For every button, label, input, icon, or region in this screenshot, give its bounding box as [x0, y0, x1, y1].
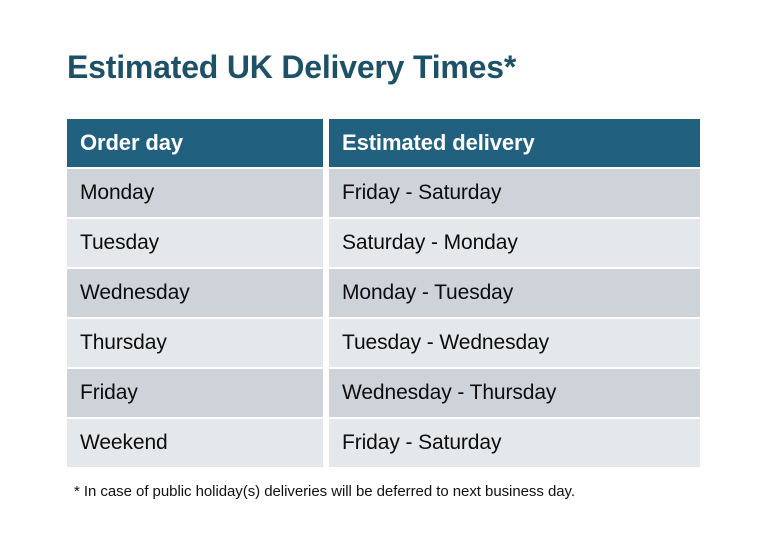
- cell-order-day: Thursday: [67, 319, 323, 367]
- cell-order-day: Wednesday: [67, 269, 323, 317]
- delivery-times-table: Order day Estimated delivery Monday Frid…: [61, 117, 706, 469]
- cell-order-day: Tuesday: [67, 219, 323, 267]
- table-row: Thursday Tuesday - Wednesday: [67, 319, 700, 367]
- cell-order-day: Friday: [67, 369, 323, 417]
- cell-order-day: Monday: [67, 169, 323, 217]
- footnote: * In case of public holiday(s) deliverie…: [74, 483, 575, 500]
- cell-estimated-delivery: Monday - Tuesday: [329, 269, 700, 317]
- cell-estimated-delivery: Wednesday - Thursday: [329, 369, 700, 417]
- column-header-order-day: Order day: [67, 119, 323, 167]
- page-title: Estimated UK Delivery Times*: [67, 49, 517, 85]
- cell-estimated-delivery: Friday - Saturday: [329, 419, 700, 467]
- cell-estimated-delivery: Saturday - Monday: [329, 219, 700, 267]
- cell-order-day: Weekend: [67, 419, 323, 467]
- table-header-row: Order day Estimated delivery: [67, 119, 700, 167]
- table-row: Weekend Friday - Saturday: [67, 419, 700, 467]
- table-row: Wednesday Monday - Tuesday: [67, 269, 700, 317]
- table-row: Monday Friday - Saturday: [67, 169, 700, 217]
- column-header-estimated-delivery: Estimated delivery: [329, 119, 700, 167]
- table-body: Monday Friday - Saturday Tuesday Saturda…: [67, 169, 700, 467]
- table-row: Tuesday Saturday - Monday: [67, 219, 700, 267]
- cell-estimated-delivery: Friday - Saturday: [329, 169, 700, 217]
- table-row: Friday Wednesday - Thursday: [67, 369, 700, 417]
- table-header: Order day Estimated delivery: [67, 119, 700, 167]
- cell-estimated-delivery: Tuesday - Wednesday: [329, 319, 700, 367]
